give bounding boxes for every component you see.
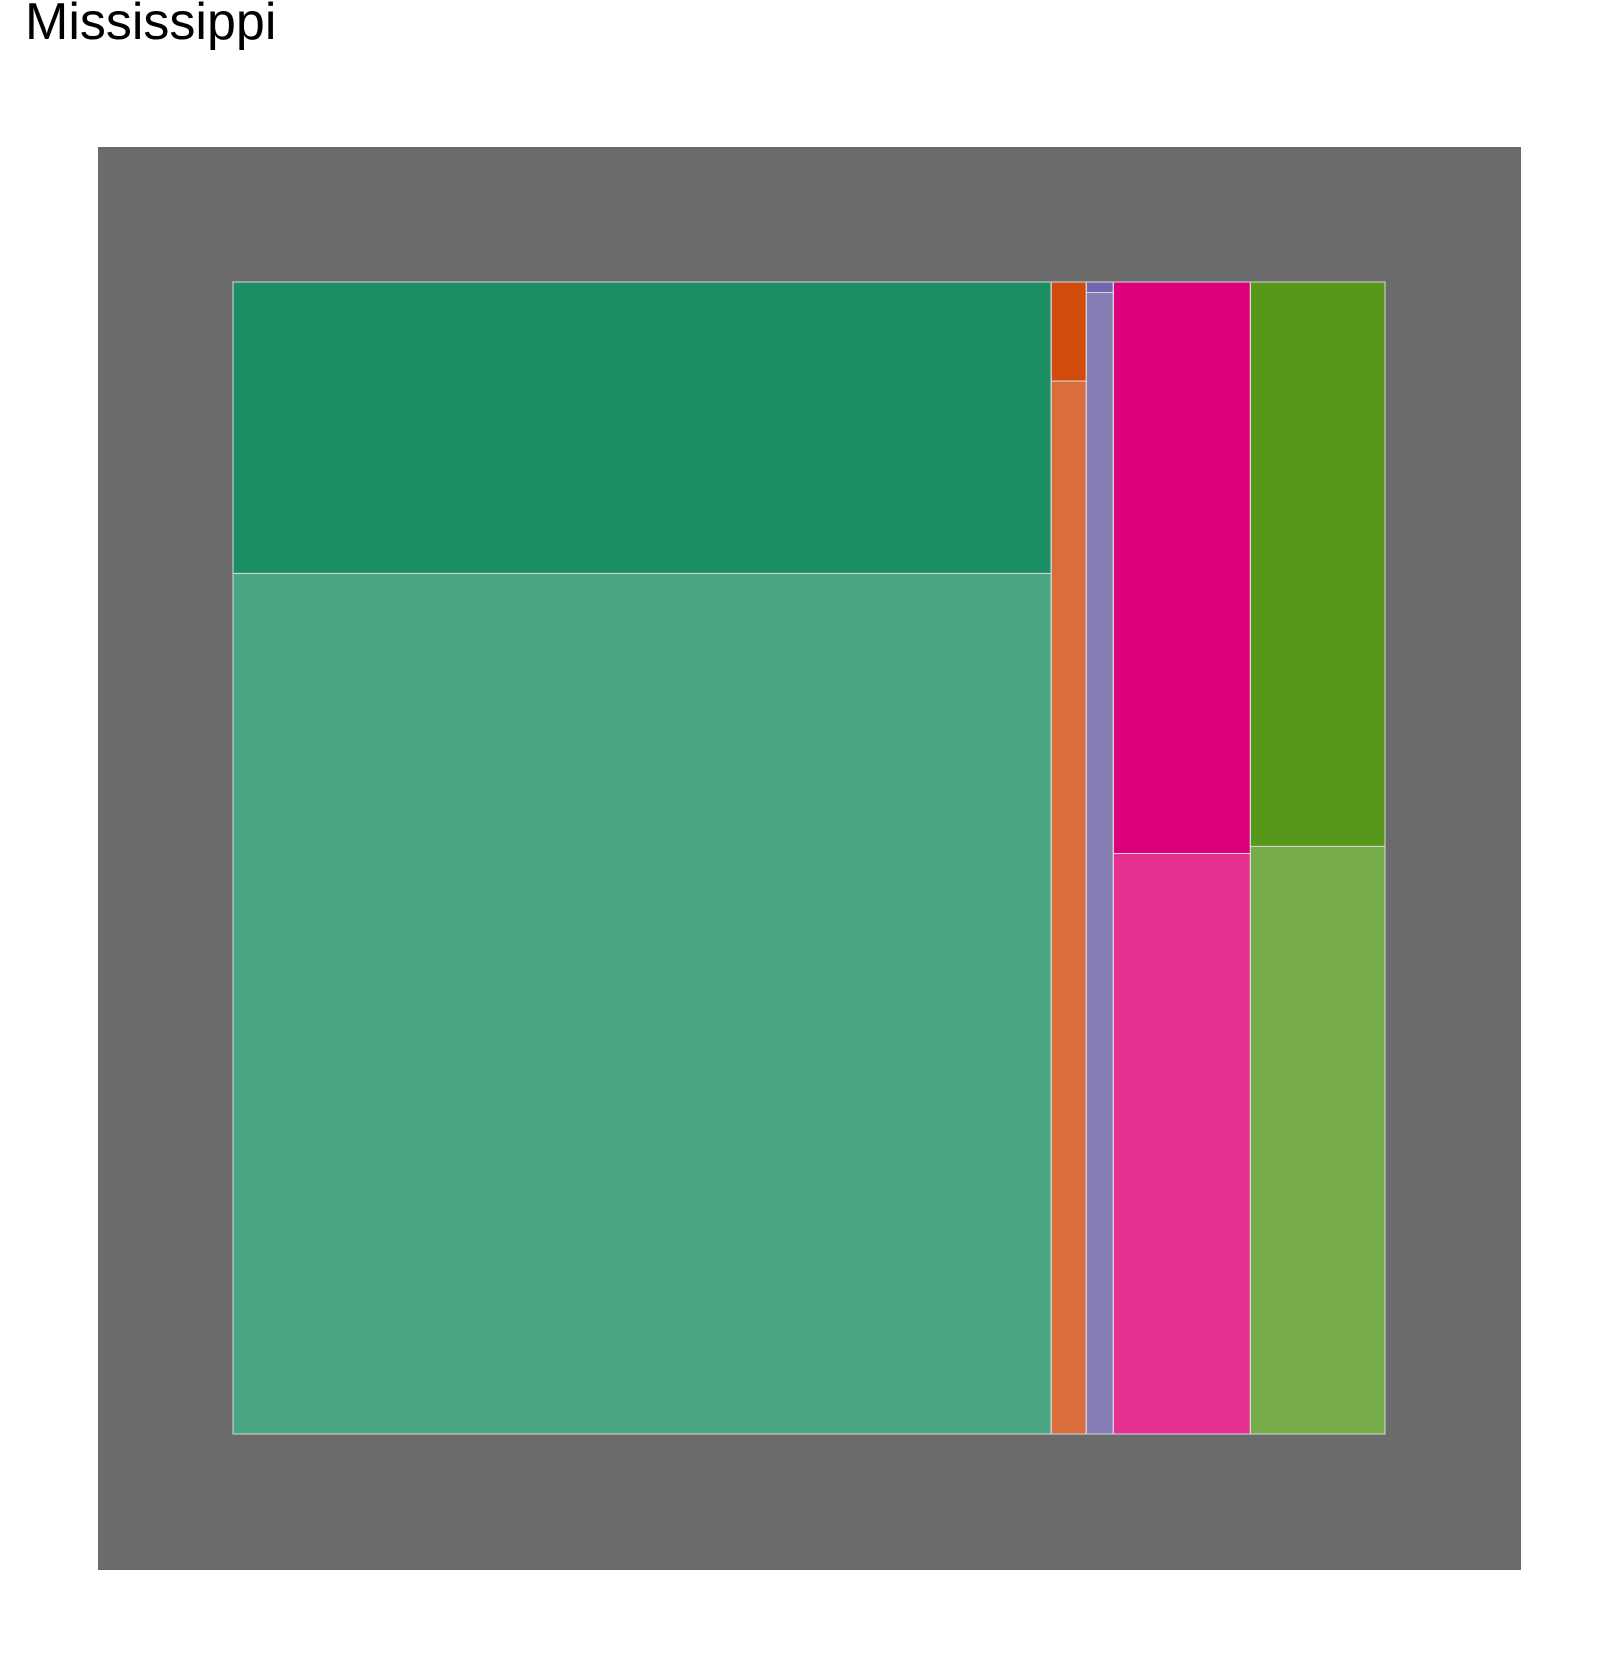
treemap-tile-5-2 (1249, 845, 1386, 1435)
chart-title: Mississippi (25, 0, 277, 51)
treemap-tile-3-1 (1085, 281, 1114, 293)
treemap-group-3 (1085, 281, 1114, 1435)
treemap-tile-5-1 (1249, 281, 1386, 847)
treemap-group-4 (1112, 281, 1251, 1435)
treemap-group-5 (1249, 281, 1386, 1435)
treemap-tile-1-1 (232, 281, 1052, 574)
treemap-tile-2-1 (1050, 281, 1087, 382)
plot-panel (98, 147, 1521, 1570)
treemap-tile-1-2 (232, 572, 1052, 1435)
treemap-group-2 (1050, 281, 1087, 1435)
treemap-tile-4-2 (1112, 853, 1251, 1435)
treemap-plot (232, 281, 1386, 1435)
treemap-tile-4-1 (1112, 281, 1251, 855)
treemap-tile-3-2 (1085, 291, 1114, 1435)
treemap-tile-2-2 (1050, 380, 1087, 1435)
treemap-group-outline-5 (1249, 281, 1386, 1435)
treemap-group-1 (232, 281, 1052, 1435)
